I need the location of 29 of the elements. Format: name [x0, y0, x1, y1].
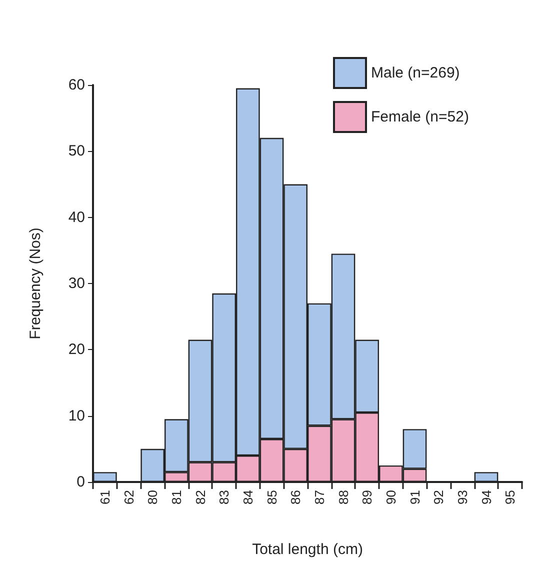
- x-tick-label: 87: [312, 490, 327, 504]
- x-tick-label: 61: [97, 490, 112, 504]
- x-tick-label: 82: [192, 490, 208, 504]
- x-tick-label: 89: [360, 490, 375, 504]
- y-tick-label: 10: [68, 407, 85, 424]
- x-tick-label: 85: [264, 490, 280, 504]
- y-tick-label: 60: [68, 76, 85, 94]
- x-tick-label: 90: [383, 490, 398, 504]
- x-tick-label: 84: [240, 490, 256, 504]
- y-axis-title: Frequency (Nos): [27, 228, 44, 340]
- y-tick-label: 20: [68, 341, 85, 358]
- x-tick-label: 95: [502, 490, 518, 504]
- legend-label: Female (n=52): [371, 108, 469, 126]
- x-tick-label: 92: [431, 490, 446, 504]
- legend-label: Male (n=269): [371, 64, 460, 82]
- x-tick-label: 62: [121, 490, 136, 504]
- x-tick-label: 80: [145, 490, 160, 504]
- y-tick-label: 50: [68, 142, 85, 160]
- x-tick-label: 91: [407, 490, 422, 504]
- x-tick-label: 94: [478, 490, 494, 504]
- y-tick-label: 40: [68, 208, 85, 226]
- x-tick-label: 81: [168, 490, 184, 504]
- x-tick-label: 88: [336, 490, 351, 504]
- x-tick-label: 83: [216, 490, 232, 504]
- x-tick-label: 93: [454, 490, 470, 504]
- y-tick-label: 0: [76, 474, 85, 490]
- x-tick-label: 86: [288, 490, 304, 504]
- y-tick-label: 30: [68, 275, 85, 292]
- x-axis-title: Total length (cm): [252, 541, 363, 558]
